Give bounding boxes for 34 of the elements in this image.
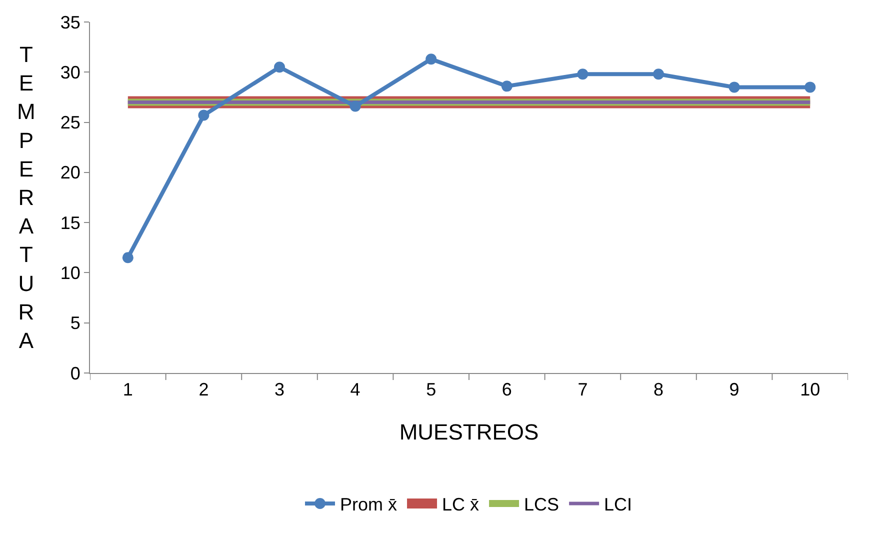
point	[350, 100, 361, 112]
x-tick-label: 10	[800, 380, 820, 400]
legend-label: LC x̄	[442, 494, 480, 515]
text: TEMPERATURA	[17, 42, 36, 353]
x-tick-label: 7	[578, 380, 588, 400]
x-tick-label: 4	[350, 380, 360, 400]
y-tick-label: 25	[60, 112, 80, 133]
x-tick-label: 6	[502, 380, 512, 400]
x-tick-label: 2	[198, 380, 209, 400]
x-tick-label: 5	[426, 380, 436, 400]
point	[501, 80, 512, 92]
y-tick-label: 30	[60, 62, 80, 82]
point	[653, 68, 664, 80]
x-tick-label: 8	[653, 380, 664, 400]
x-tick-label: 3	[274, 380, 285, 400]
point	[426, 54, 437, 65]
point	[198, 110, 210, 121]
point	[577, 68, 588, 80]
y-tick-label: 5	[70, 313, 80, 334]
legend-label: Prom x̄	[340, 494, 398, 515]
y-tick-label: 15	[60, 212, 80, 233]
point	[122, 252, 134, 264]
point	[804, 82, 816, 93]
x-axis-title: MUESTREOS	[399, 420, 539, 444]
point	[728, 82, 740, 93]
x-tick-label: 1	[122, 380, 133, 400]
x-tick-label: 9	[729, 380, 740, 400]
point	[274, 62, 285, 73]
y-tick-label: 35	[60, 12, 80, 32]
y-tick-label: 20	[60, 162, 80, 183]
y-tick-label: 10	[60, 263, 80, 284]
y-tick-label: 0	[70, 363, 80, 384]
legend-label: LCI	[604, 494, 632, 515]
legend-label: LCS	[524, 494, 560, 515]
